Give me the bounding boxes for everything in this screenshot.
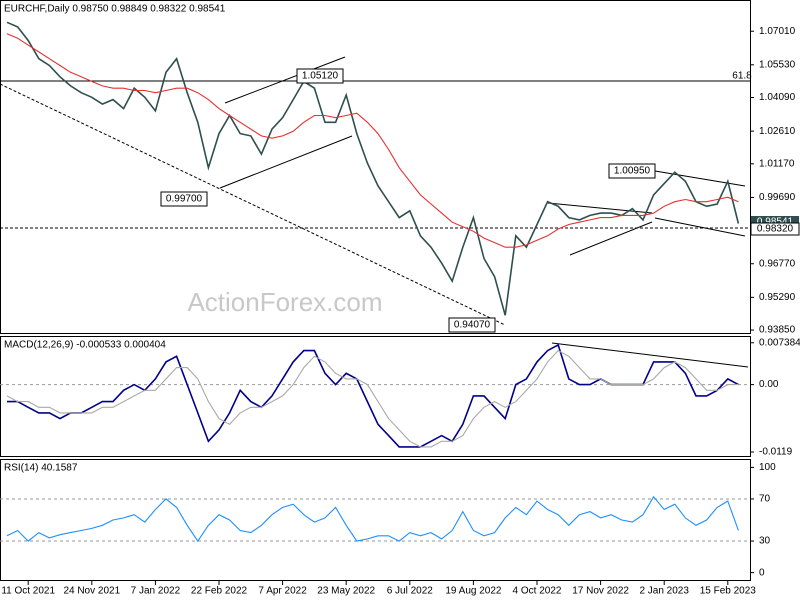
trend-line [0,83,506,326]
y-tick-label: -0.0119 [759,447,793,458]
series-line [6,349,739,448]
y-tick-label: 0.99690 [759,192,796,203]
x-tick-label: 11 Oct 2021 [1,586,55,597]
series-line [6,21,740,316]
y-tick-label: 1.04090 [759,92,796,103]
x-tick-label: 2 Jan 2023 [639,586,689,597]
y-tick-label: 0.00 [759,379,779,390]
annotation-box [160,191,208,207]
annotation: 0.98320 [757,224,794,235]
annotation: 61.8 [732,71,752,82]
x-tick-label: 23 May 2022 [317,586,375,597]
x-tick-label: 7 Apr 2022 [258,586,307,597]
y-tick-label: 70 [759,494,771,505]
x-tick-label: 15 Feb 2023 [700,586,757,597]
y-tick-label: 0.96770 [759,258,796,269]
wedge-upper [654,170,746,187]
annotation: 0.99700 [166,194,203,205]
x-tick-label: 19 Aug 2022 [445,586,502,597]
price-label-box [750,222,800,236]
y-tick-label: 1.01170 [759,158,795,169]
y-tick-label: 1.02610 [759,126,796,137]
x-tick-label: 6 Jul 2022 [387,586,434,597]
channel-upper [224,56,346,104]
panel-title: EURCHF,Daily 0.98750 0.98849 0.98322 0.9… [4,4,226,15]
annotation: 1.05120 [302,71,339,82]
watermark: ActionForex.com [187,287,382,317]
annotation: 1.00950 [614,166,651,177]
y-tick-label: 0.95290 [759,292,796,303]
panel-title: RSI(14) 40.1587 [4,463,78,474]
y-tick-label: 0 [759,567,765,578]
wedge-lower [654,217,746,237]
rsi-panel [0,459,751,581]
drawings [0,56,750,368]
channel-lower [219,135,353,189]
y-tick-label: 1.05530 [759,59,796,70]
macd-trend-line [551,342,749,368]
annotation: 0.94070 [454,320,491,331]
x-tick-label: 24 Nov 2021 [63,586,120,597]
macd-panel [0,336,751,457]
annotation: 0.98541 [757,217,794,228]
y-tick-label: 1.07010 [759,26,796,37]
x-tick-label: 17 Nov 2022 [572,586,629,597]
x-tick-label: 7 Jan 2022 [131,586,181,597]
y-tick-label: 30 [759,536,771,547]
x-tick-label: 22 Feb 2022 [191,586,248,597]
annotation-box [296,68,344,84]
x-tick-label: 4 Oct 2022 [513,586,562,597]
panel-title: MACD(12,26,9) -0.000533 0.000404 [4,340,166,351]
y-tick-label: 0.93850 [759,325,796,336]
series-line [6,33,739,248]
annotation-box [448,317,496,333]
y-tick-label: 100 [759,462,776,473]
y-tick-label: 0.007384 [759,337,800,348]
series-line [6,495,739,543]
price-panel [0,0,751,334]
annotation-box [608,163,656,179]
triangle-lower [569,221,653,256]
